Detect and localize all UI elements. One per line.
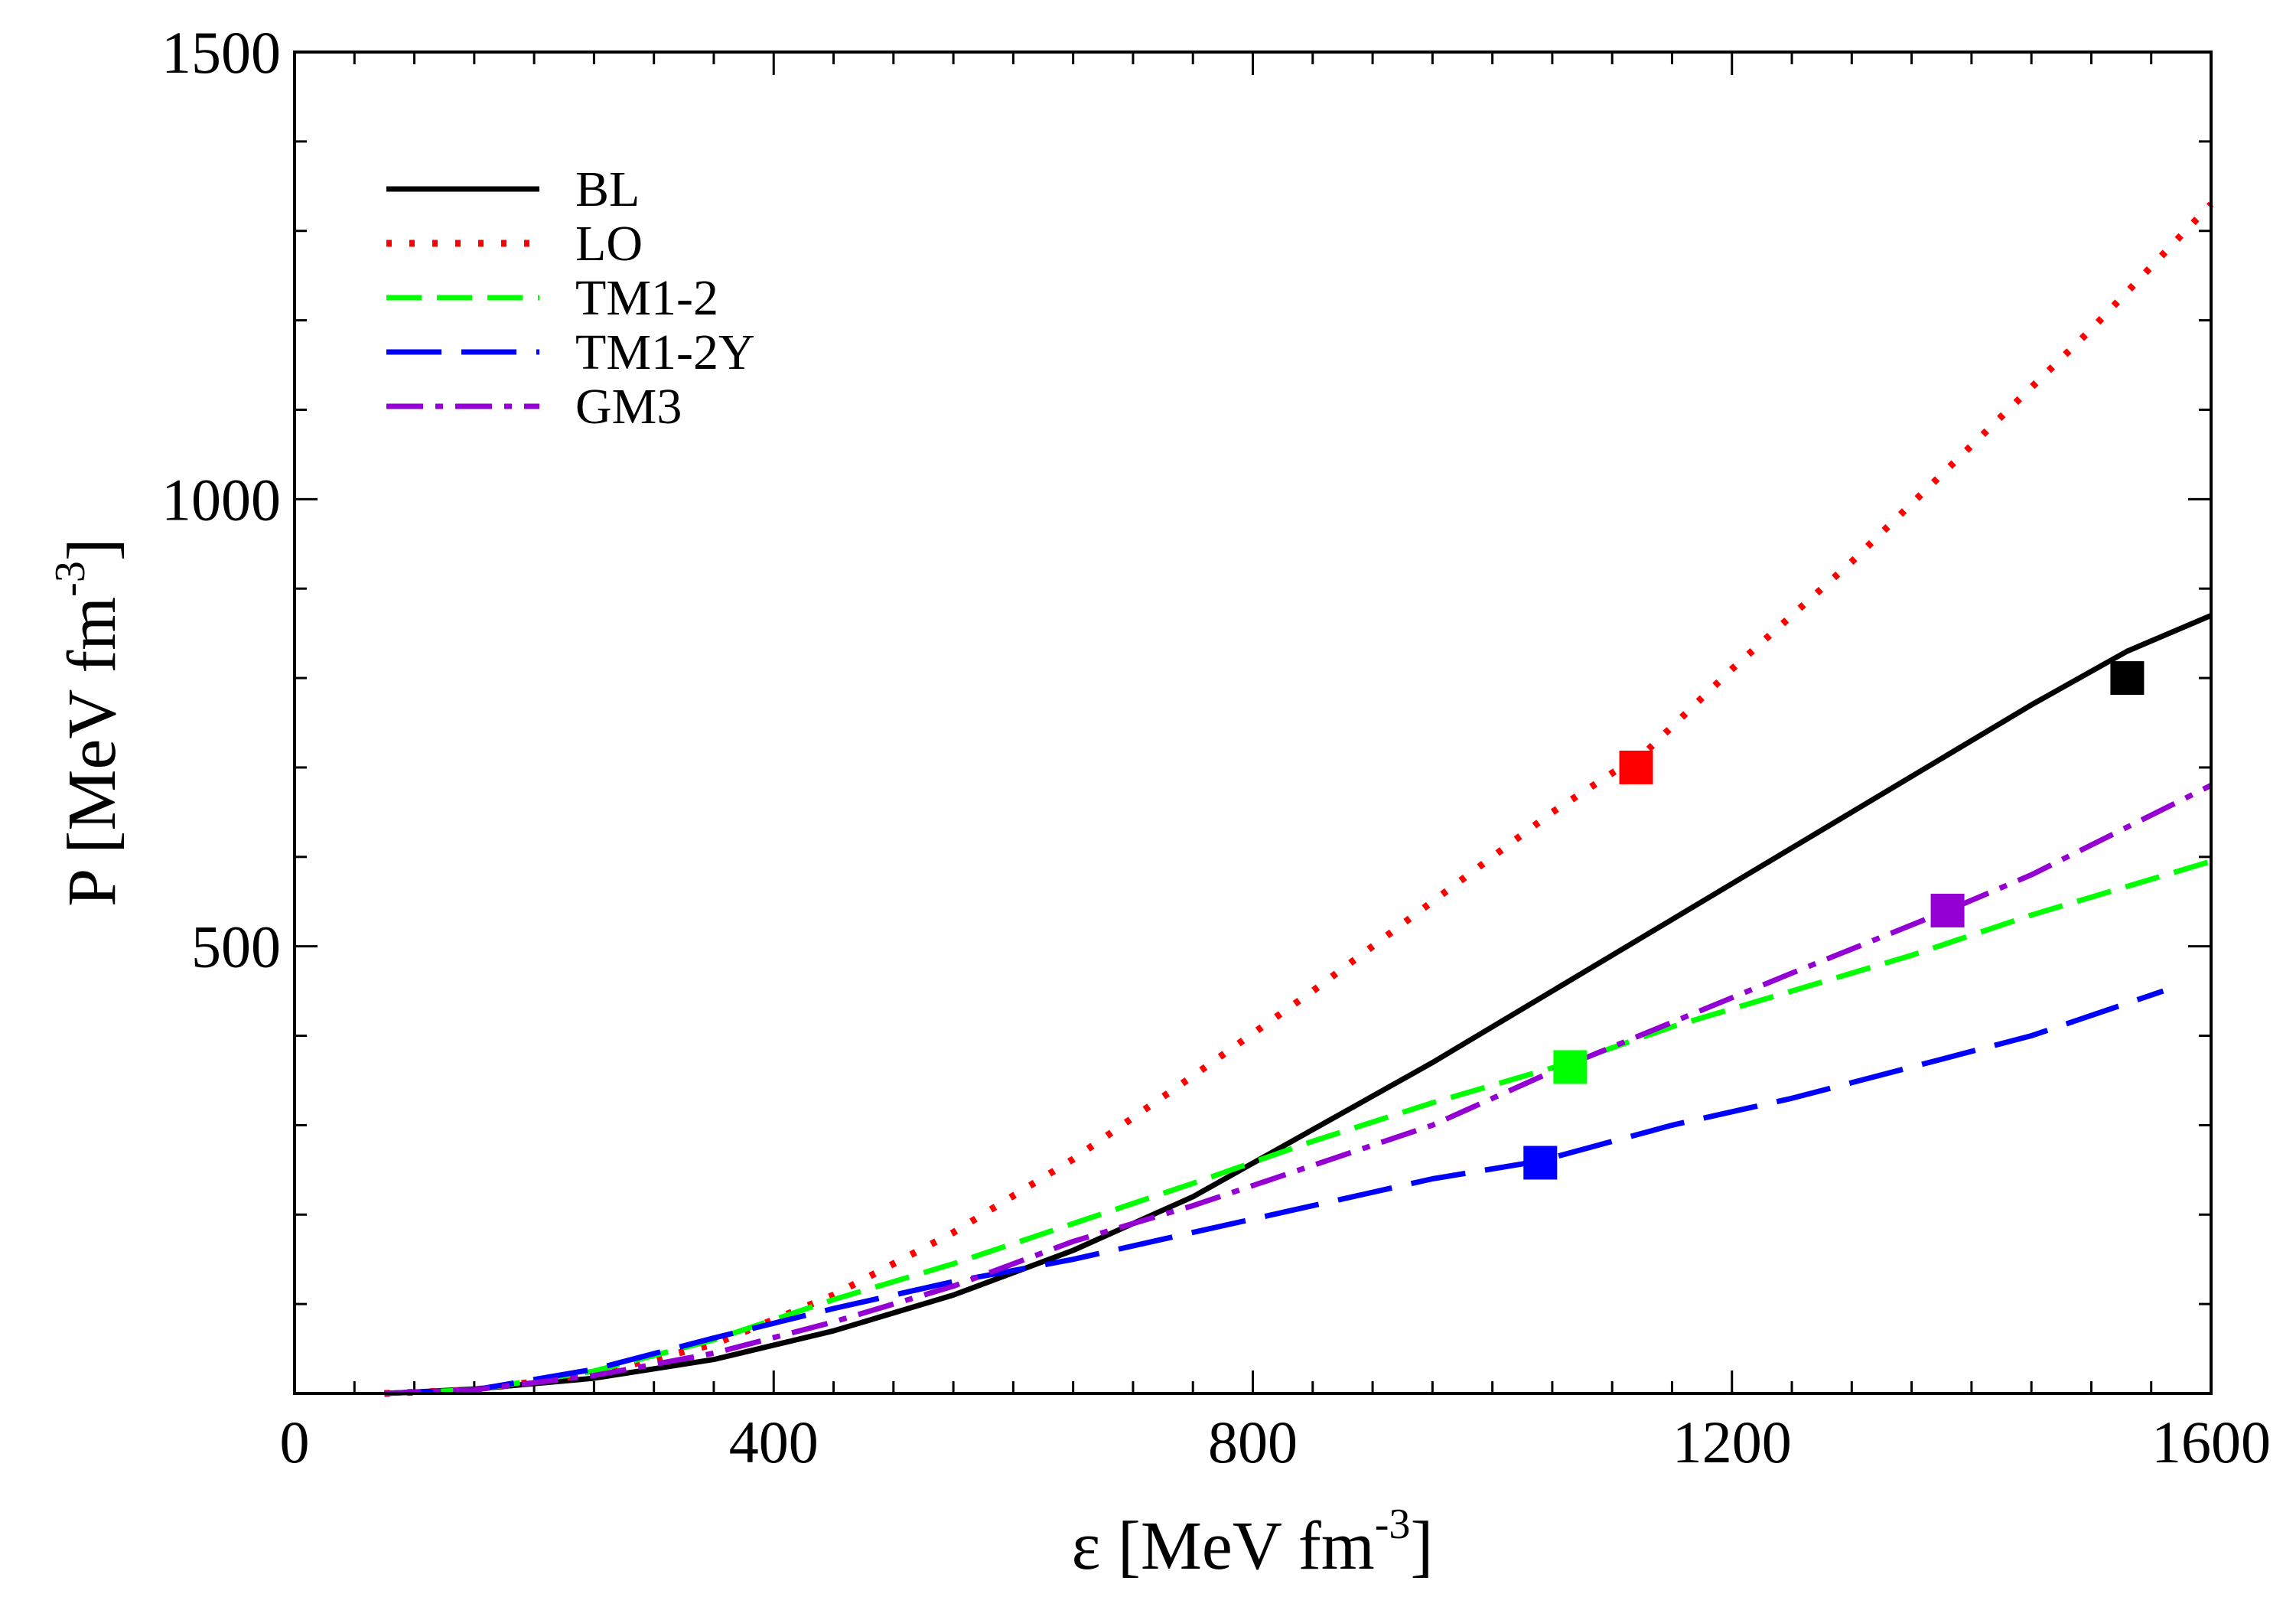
legend-tm1-2y-label: TM1-2Y — [575, 324, 755, 380]
series-gm3-line — [384, 783, 2213, 1397]
series-bl-marker — [2110, 661, 2145, 696]
tick-labels: 0 400 800 1200 1600 500 1000 1500 — [161, 19, 2271, 1475]
legend-tm1-2-label: TM1-2 — [575, 270, 718, 326]
series-tm1-2y-line — [384, 988, 2164, 1397]
plot-frame — [293, 51, 2213, 1395]
x-tick-label: 1600 — [2151, 1409, 2271, 1475]
series-lo-marker — [1619, 750, 1653, 784]
x-tick-label: 400 — [729, 1409, 819, 1475]
legend-bl-label: BL — [575, 161, 640, 217]
y-tick-label: 1500 — [161, 19, 281, 86]
x-tick-label: 800 — [1208, 1409, 1298, 1475]
series-layer — [384, 201, 2214, 1397]
x-axis-title: ε [MeV fm-3] — [1072, 1501, 1434, 1584]
series-gm3-marker — [1930, 893, 1965, 927]
series-tm1-2-marker — [1553, 1050, 1588, 1084]
series-tm1-2-line — [384, 859, 2213, 1397]
y-axis-title: P [MeV fm-3] — [47, 538, 130, 907]
legend-lo-label: LO — [575, 216, 643, 272]
legend-gm3-label: GM3 — [575, 379, 682, 435]
x-tick-label: 1200 — [1672, 1409, 1792, 1475]
y-tick-label: 500 — [191, 914, 281, 980]
y-tick-label: 1000 — [161, 466, 281, 533]
marker-layer — [1523, 661, 2145, 1180]
x-tick-label: 0 — [280, 1409, 310, 1475]
series-bl-line — [384, 613, 2213, 1397]
axis-ticks — [293, 51, 2213, 1395]
series-tm1-2y-marker — [1523, 1146, 1558, 1180]
